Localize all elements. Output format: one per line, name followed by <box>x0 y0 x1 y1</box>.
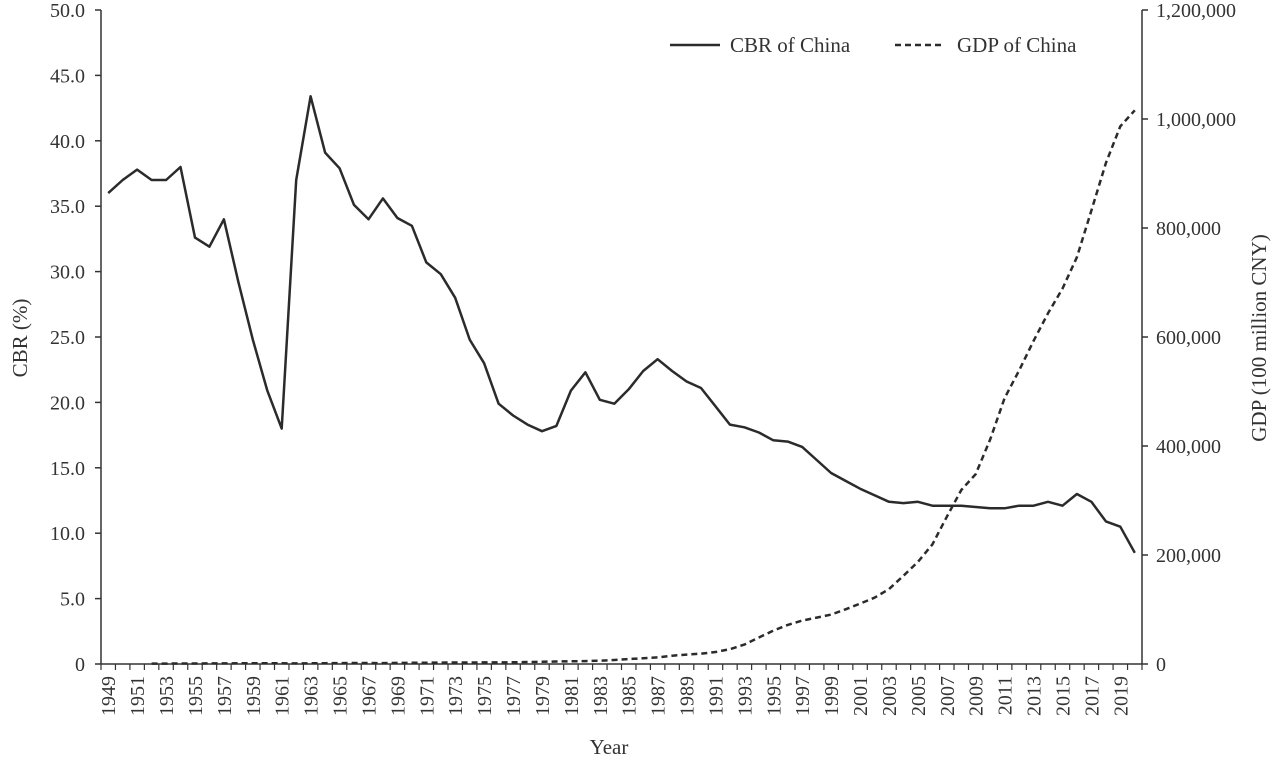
x-tick-label: 1979 <box>532 676 554 716</box>
x-tick-label: 2009 <box>966 676 988 716</box>
right-y-tick-label: 200,000 <box>1156 545 1221 567</box>
left-y-tick-label: 25.0 <box>50 327 85 349</box>
axes: 0 5.0 10.0 15.0 20.0 25.0 30.0 35.0 40.0 45.0 50.0… <box>50 0 1236 716</box>
x-tick-label: 1965 <box>330 676 352 716</box>
left-y-axis-label: CBR (%) <box>8 299 32 378</box>
left-y-tick-label: 40.0 <box>50 131 85 153</box>
series-line-cbr <box>107 95 1136 554</box>
x-tick-label: 2015 <box>1052 676 1074 716</box>
left-y-tick-label: 0 <box>75 654 85 676</box>
left-y-tick-label: 50.0 <box>50 0 85 22</box>
x-tick-label: 1997 <box>792 676 814 716</box>
x-tick-label: 1993 <box>734 676 756 716</box>
x-tick-label: 1957 <box>214 676 236 716</box>
x-tick-label: 2007 <box>937 676 959 716</box>
x-tick-label: 2003 <box>879 676 901 716</box>
right-y-tick-label: 1,000,000 <box>1156 109 1236 131</box>
x-tick-label: 2011 <box>995 676 1017 715</box>
x-tick-label: 1963 <box>301 676 323 716</box>
x-tick-label: 1995 <box>763 676 785 716</box>
left-y-tick-label: 45.0 <box>50 65 85 87</box>
x-tick-label: 1967 <box>358 676 380 716</box>
left-y-tick-label: 5.0 <box>60 589 85 611</box>
x-tick-label: 1987 <box>648 676 670 716</box>
right-y-tick-label: 0 <box>1156 654 1166 676</box>
x-tick-label: 1977 <box>503 676 525 716</box>
left-y-tick-label: 10.0 <box>50 523 85 545</box>
x-tick-label: 1971 <box>416 676 438 716</box>
x-tick-label: 2013 <box>1024 676 1046 716</box>
right-y-tick-label: 800,000 <box>1156 218 1221 240</box>
x-tick-label: 2001 <box>850 676 872 716</box>
x-tick-label: 1999 <box>821 676 843 716</box>
x-tick-label: 2017 <box>1081 676 1103 716</box>
x-tick-label: 1991 <box>705 676 727 716</box>
x-tick-label: 2019 <box>1110 676 1132 716</box>
x-tick-label: 1981 <box>561 676 583 716</box>
legend-label-cbr: CBR of China <box>730 33 851 57</box>
left-y-tick-label: 35.0 <box>50 196 85 218</box>
legend-label-gdp: GDP of China <box>957 33 1077 57</box>
left-y-tick-label: 30.0 <box>50 262 85 284</box>
x-tick-label: 2005 <box>908 676 930 716</box>
x-tick-label: 1955 <box>185 676 207 716</box>
x-tick-label: 1959 <box>243 676 265 716</box>
series-lines <box>107 95 1136 665</box>
x-tick-label: 1949 <box>98 676 120 716</box>
right-y-tick-label: 1,200,000 <box>1156 0 1236 22</box>
x-tick-label: 1961 <box>272 676 294 716</box>
x-tick-label: 1985 <box>619 676 641 716</box>
x-tick-label: 1989 <box>677 676 699 716</box>
x-axis-label: Year <box>590 735 629 759</box>
right-y-axis-label: GDP (100 million CNY) <box>1247 234 1271 441</box>
x-tick-label: 1969 <box>387 676 409 716</box>
x-tick-label: 1973 <box>445 676 467 716</box>
x-tick-label: 1975 <box>474 676 496 716</box>
x-tick-label: 1983 <box>590 676 612 716</box>
left-y-tick-label: 15.0 <box>50 458 85 480</box>
left-y-tick-label: 20.0 <box>50 392 85 414</box>
legend: CBR of China GDP of China <box>670 33 1077 57</box>
right-y-tick-label: 400,000 <box>1156 436 1221 458</box>
right-y-tick-label: 600,000 <box>1156 327 1221 349</box>
x-tick-label: 1953 <box>156 676 178 716</box>
x-tick-label: 1951 <box>127 676 149 716</box>
series-line-gdp <box>151 109 1136 665</box>
